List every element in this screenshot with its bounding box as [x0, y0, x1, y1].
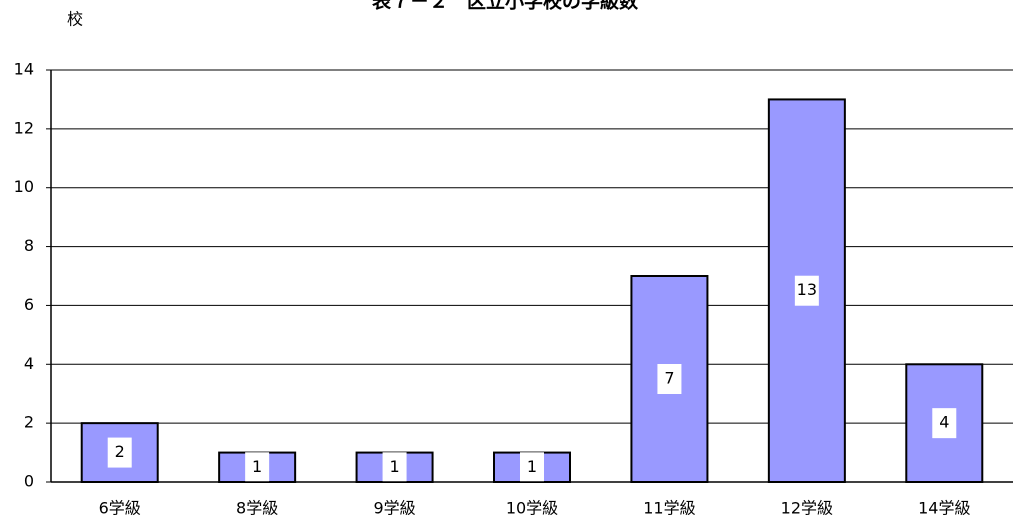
chart-title: 表７－２ 区立小学校の学級数 — [372, 0, 639, 13]
y-tick-label: 4 — [24, 354, 34, 373]
data-label-box — [382, 452, 407, 483]
x-tick-label: 12学級 — [781, 499, 833, 518]
x-tick-label: 14学級 — [918, 499, 970, 518]
data-label: 7 — [664, 369, 674, 388]
data-label: 4 — [939, 413, 949, 432]
y-tick-label: 10 — [14, 177, 34, 196]
data-label-box — [932, 408, 957, 439]
y-tick-label: 0 — [24, 472, 34, 491]
x-tick-label: 11学級 — [643, 499, 695, 518]
data-label-box — [107, 437, 132, 468]
data-label-box — [520, 452, 544, 483]
y-tick-label: 12 — [14, 118, 34, 137]
y-tick-label: 8 — [24, 236, 34, 255]
data-label: 13 — [797, 280, 817, 299]
x-tick-label: 10学級 — [506, 499, 558, 518]
y-tick-label: 2 — [24, 413, 34, 432]
data-label-box — [245, 452, 270, 483]
y-tick-label: 14 — [14, 60, 34, 79]
data-label: 1 — [389, 457, 399, 476]
y-tick-label: 6 — [24, 295, 34, 314]
data-label-box — [657, 364, 682, 394]
bar — [905, 363, 984, 483]
x-tick-label: 6学級 — [99, 499, 141, 518]
x-tick-label: 8学級 — [236, 499, 278, 518]
data-label: 2 — [115, 442, 125, 461]
data-label: 1 — [527, 457, 537, 476]
data-label-box — [794, 275, 819, 306]
y-axis-label: 校 — [67, 10, 83, 29]
data-label: 1 — [252, 457, 262, 476]
x-tick-label: 9学級 — [373, 499, 415, 518]
